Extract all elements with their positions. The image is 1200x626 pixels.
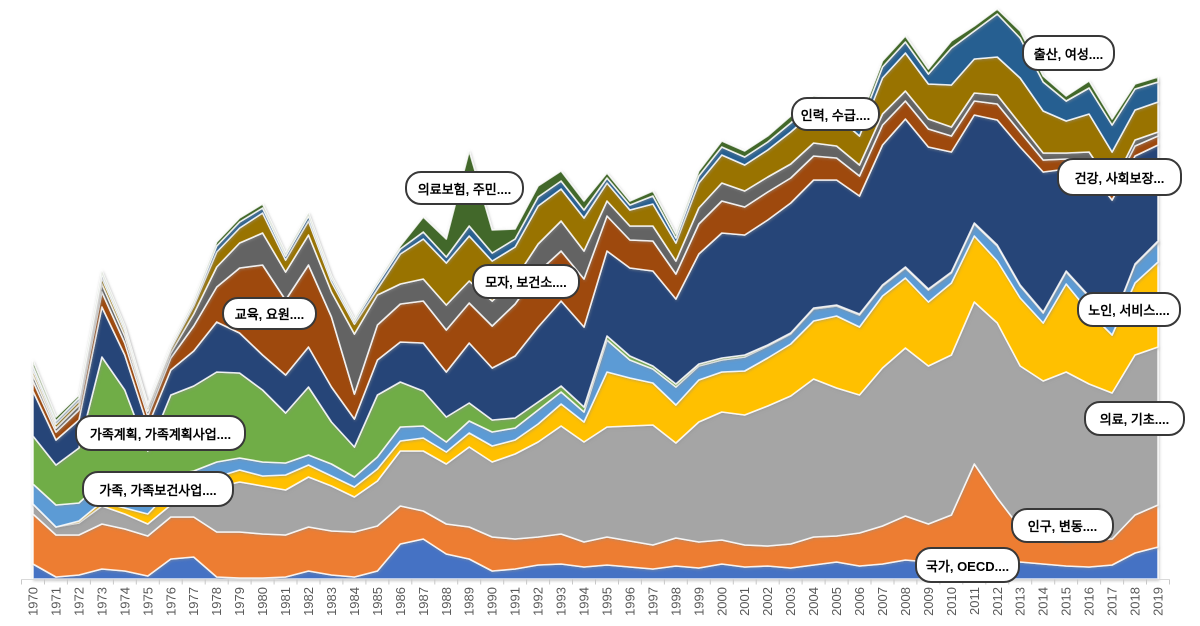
x-axis-label: 1981: [278, 587, 293, 616]
x-axis-label: 2002: [760, 587, 775, 616]
topic-callout-health-social-security: 건강, 사회보장...: [1057, 158, 1182, 196]
topic-callout-elderly-services: 노인, 서비스....: [1077, 292, 1181, 327]
x-axis-label: 1977: [186, 587, 201, 616]
x-axis-label: 1990: [485, 587, 500, 616]
x-axis-label: 1996: [622, 587, 637, 616]
x-axis-label: 2012: [990, 587, 1005, 616]
x-axis-label: 1986: [393, 587, 408, 616]
topic-callout-birth-women: 출산, 여성....: [1022, 35, 1115, 71]
x-axis-label: 2004: [806, 587, 821, 616]
x-axis-label: 1976: [163, 587, 178, 616]
x-axis-label: 1973: [94, 587, 109, 616]
x-axis-label: 2001: [737, 587, 752, 616]
x-axis-label: 1984: [347, 587, 362, 616]
x-axis-label: 1971: [49, 587, 64, 616]
topic-callout-medical-basic: 의료, 기초....: [1084, 401, 1185, 436]
topic-callout-education-personnel: 교육, 요원....: [222, 297, 317, 330]
x-axis-label: 2005: [829, 587, 844, 616]
x-axis-label: 2010: [944, 587, 959, 616]
x-axis-label: 1998: [668, 587, 683, 616]
x-axis-label: 1997: [645, 587, 660, 616]
x-axis-label: 1978: [209, 587, 224, 616]
x-axis-label: 1982: [301, 587, 316, 616]
topic-callout-family-health: 가족, 가족보건사업....: [82, 471, 234, 507]
x-axis-label: 1994: [577, 587, 592, 616]
x-axis-label: 1983: [324, 587, 339, 616]
topic-callout-maternal-health-center: 모자, 보건소....: [472, 264, 580, 299]
x-axis-label: 2013: [1013, 587, 1028, 616]
x-axis-label: 2019: [1151, 587, 1166, 616]
x-axis-label: 1988: [439, 587, 454, 616]
x-axis-label: 1979: [232, 587, 247, 616]
topic-callout-family-planning: 가족계획, 가족계획사업....: [75, 415, 246, 451]
x-axis-label: 1985: [370, 587, 385, 616]
area-series-birth-women: [32, 8, 1159, 422]
x-axis-label: 1995: [600, 587, 615, 616]
x-axis-label: 1993: [554, 587, 569, 616]
x-axis-label: 2006: [852, 587, 867, 616]
topic-callout-population-change: 인구, 변동....: [1011, 508, 1114, 543]
topic-callout-medical-insurance-resident: 의료보험, 주민....: [405, 171, 524, 205]
x-axis-label: 1987: [416, 587, 431, 616]
x-axis-label: 2018: [1128, 587, 1143, 616]
x-axis-label: 2017: [1105, 587, 1120, 616]
x-axis-label: 2003: [783, 587, 798, 616]
x-axis-label: 1980: [255, 587, 270, 616]
x-axis-labels: 1970 1971 1972 1973 1974 1975 1976 1977 1978 1979…: [26, 587, 1166, 616]
x-axis-label: 1975: [140, 587, 155, 616]
x-axis-label: 1974: [117, 587, 132, 616]
area-stack: [32, 8, 1159, 580]
x-axis-label: 2011: [967, 587, 982, 615]
x-axis-label: 2000: [714, 587, 729, 616]
x-axis-label: 1991: [508, 587, 523, 616]
topic-callout-nation-oecd: 국가, OECD....: [915, 547, 1020, 583]
x-axis-label: 2007: [875, 587, 890, 616]
x-axis-label: 1992: [531, 587, 546, 616]
x-axis-label: 1972: [71, 587, 86, 616]
x-axis-label: 1999: [691, 587, 706, 616]
x-axis-label: 1989: [462, 587, 477, 616]
x-axis-label: 2008: [898, 587, 913, 616]
topic-callout-workforce-supply: 인력, 수급....: [791, 97, 880, 131]
x-axis-label: 1970: [26, 587, 41, 616]
x-axis-label: 2016: [1082, 587, 1097, 616]
x-axis-label: 2015: [1059, 587, 1074, 616]
x-axis-label: 2009: [921, 587, 936, 616]
x-axis-label: 2014: [1036, 587, 1051, 616]
